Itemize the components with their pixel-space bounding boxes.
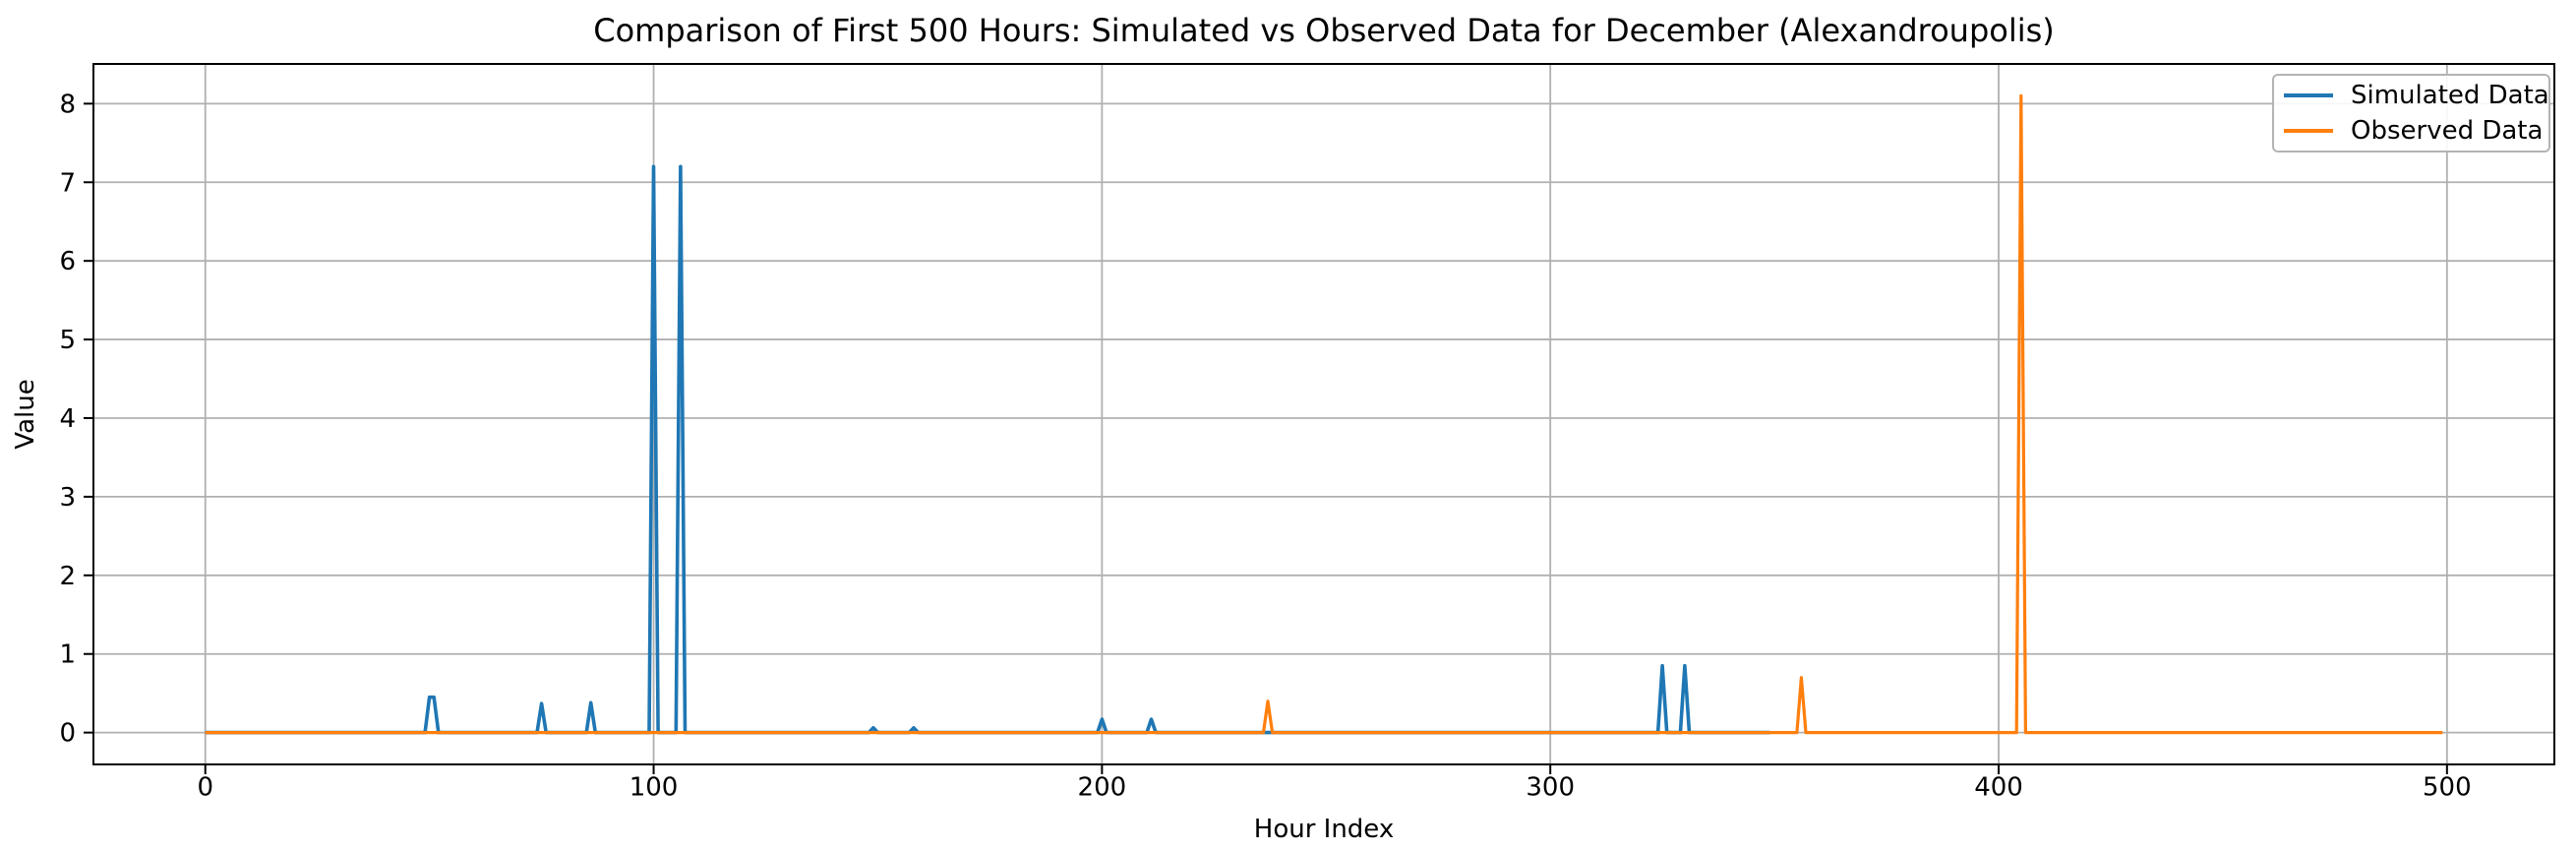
series-line-observed xyxy=(205,93,2443,735)
x-tick-label: 100 xyxy=(629,772,679,802)
y-tick-label: 7 xyxy=(59,168,76,198)
y-tick-label: 2 xyxy=(59,562,76,591)
legend: Simulated Data Observed Data xyxy=(2272,74,2550,152)
x-tick-label: 500 xyxy=(2423,772,2472,802)
legend-label-simulated: Simulated Data xyxy=(2351,81,2549,110)
axes-spines xyxy=(92,63,2555,765)
y-tick-label: 4 xyxy=(59,404,76,434)
x-tick-label: 300 xyxy=(1526,772,1575,802)
legend-entry-observed: Observed Data xyxy=(2284,113,2543,149)
x-tick-label: 200 xyxy=(1078,772,1127,802)
y-tick-label: 3 xyxy=(59,483,76,513)
x-tick-label: 400 xyxy=(1974,772,2023,802)
y-tick-label: 0 xyxy=(59,719,76,749)
legend-entry-simulated: Simulated Data xyxy=(2284,78,2549,113)
y-axis-label: Value xyxy=(11,379,40,450)
y-tick-label: 5 xyxy=(59,326,76,355)
y-tick-label: 1 xyxy=(59,640,76,670)
y-tick-label: 8 xyxy=(59,90,76,119)
x-axis-label: Hour Index xyxy=(1253,815,1395,844)
series-line-simulated xyxy=(205,164,1770,735)
legend-label-observed: Observed Data xyxy=(2351,116,2544,146)
observed-line-swatch xyxy=(2284,129,2333,133)
chart-title: Comparison of First 500 Hours: Simulated… xyxy=(593,12,2055,49)
simulated-line-swatch xyxy=(2284,93,2333,97)
x-tick-label: 0 xyxy=(197,772,213,802)
y-tick-label: 6 xyxy=(59,247,76,276)
